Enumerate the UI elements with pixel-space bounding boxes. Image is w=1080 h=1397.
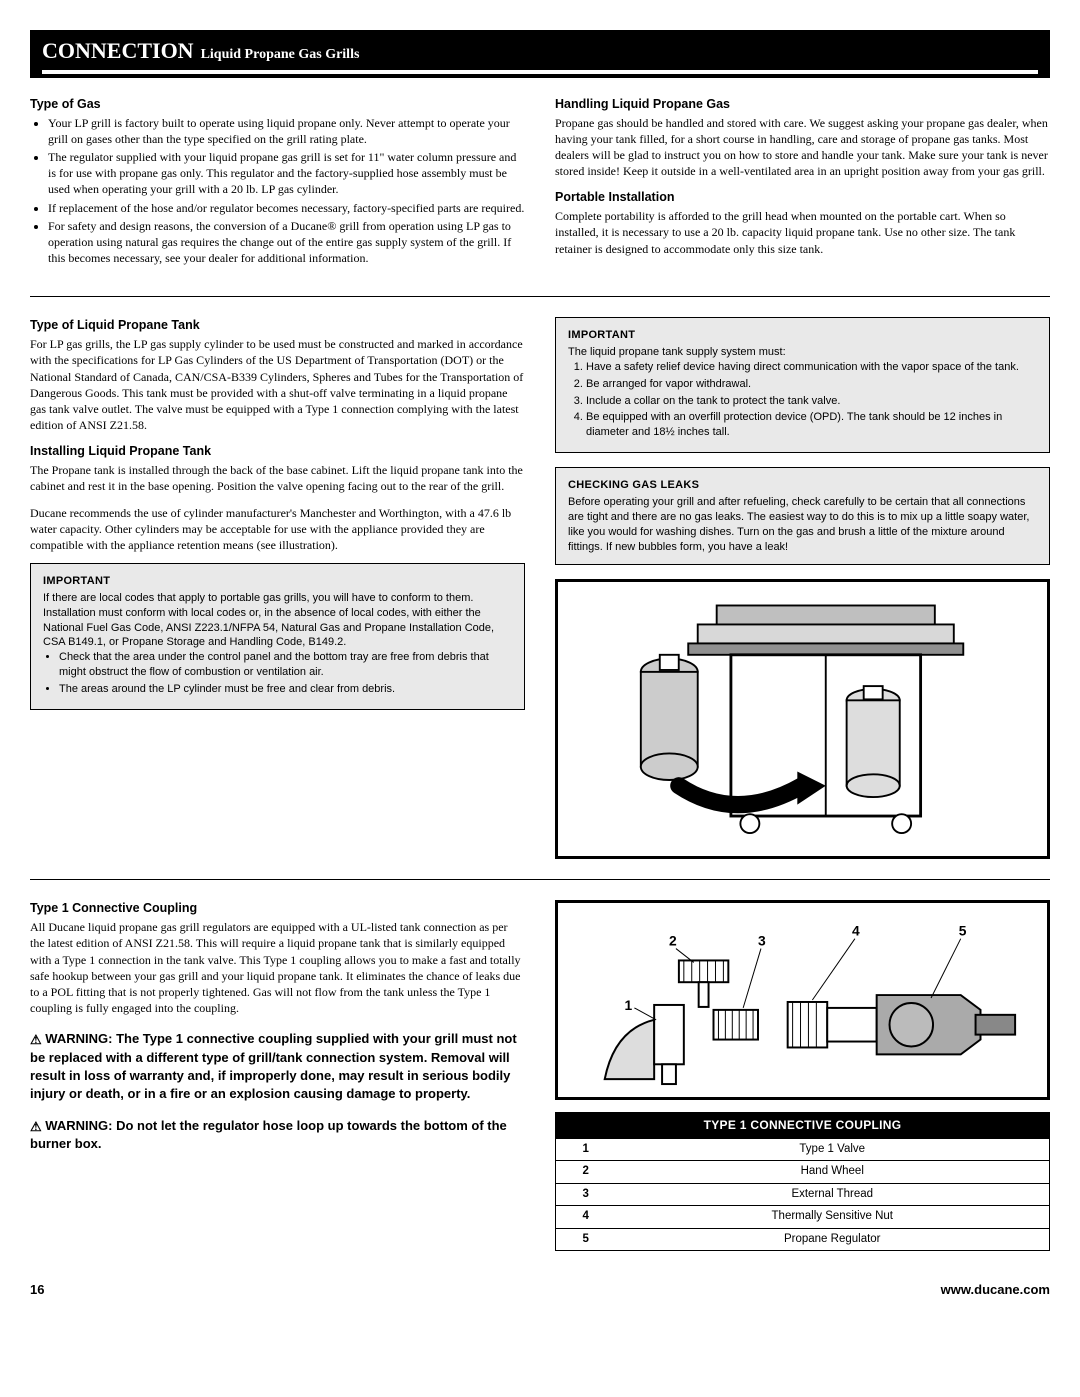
banner-rule (42, 70, 1038, 74)
row-num: 5 (556, 1228, 616, 1251)
portable-install-heading: Portable Installation (555, 189, 1050, 206)
warning-lead: WARNING: (45, 1118, 116, 1133)
install-tank-heading: Installing Liquid Propane Tank (30, 443, 525, 460)
row-label: Propane Regulator (616, 1228, 1050, 1251)
lower-right: 1 2 3 4 5 TYPE 1 CONNECTIVE COUPLING 1Ty… (555, 900, 1050, 1251)
box-title: IMPORTANT (43, 574, 512, 589)
row-num: 2 (556, 1161, 616, 1184)
important-box-right: IMPORTANT The liquid propane tank supply… (555, 317, 1050, 453)
row-label: Type 1 Valve (616, 1138, 1050, 1161)
table-title: TYPE 1 CONNECTIVE COUPLING (556, 1113, 1050, 1138)
warning-lead: WARNING: (45, 1031, 116, 1046)
install-tank-text-2: Ducane recommends the use of cylinder ma… (30, 505, 525, 554)
table-row: 5Propane Regulator (556, 1228, 1050, 1251)
box-bullets: Check that the area under the control pa… (43, 650, 512, 697)
table-row: 1Type 1 Valve (556, 1138, 1050, 1161)
banner-title: CONNECTION (42, 38, 194, 63)
upper-columns: Type of Gas Your LP grill is factory bui… (30, 96, 1050, 277)
list-item: If replacement of the hose and/or regula… (48, 200, 525, 216)
gas-leaks-box: CHECKING GAS LEAKS Before operating your… (555, 467, 1050, 565)
fig-label-1: 1 (625, 997, 633, 1013)
table-row: 4Thermally Sensitive Nut (556, 1206, 1050, 1229)
middle-right: IMPORTANT The liquid propane tank supply… (555, 317, 1050, 859)
section-separator (30, 296, 1050, 297)
portable-install-text: Complete portability is afforded to the … (555, 208, 1050, 257)
middle-left: Type of Liquid Propane Tank For LP gas g… (30, 317, 525, 859)
lower-left: Type 1 Connective Coupling All Ducane li… (30, 900, 525, 1251)
tank-type-text: For LP gas grills, the LP gas supply cyl… (30, 336, 525, 433)
fig-label-4: 4 (852, 923, 860, 939)
list-item: Be arranged for vapor withdrawal. (586, 377, 1037, 392)
fig-label-3: 3 (758, 933, 766, 949)
footer-site: www.ducane.com (941, 1281, 1050, 1299)
warning-1: ⚠ WARNING: The Type 1 connective couplin… (30, 1030, 525, 1103)
row-label: Hand Wheel (616, 1161, 1050, 1184)
list-item: Check that the area under the control pa… (59, 650, 512, 680)
tank-type-heading: Type of Liquid Propane Tank (30, 317, 525, 334)
coupling-text: All Ducane liquid propane gas grill regu… (30, 919, 525, 1016)
coupling-svg: 1 2 3 4 5 (566, 911, 1039, 1089)
warning-icon: ⚠ (30, 1031, 42, 1049)
important-box-left: IMPORTANT If there are local codes that … (30, 563, 525, 710)
row-label: External Thread (616, 1183, 1050, 1206)
list-item: The areas around the LP cylinder must be… (59, 682, 512, 697)
box-lead: If there are local codes that apply to p… (43, 591, 512, 650)
section-separator (30, 879, 1050, 880)
upper-right: Handling Liquid Propane Gas Propane gas … (555, 96, 1050, 277)
type-of-gas-list: Your LP grill is factory built to operat… (30, 115, 525, 267)
list-item: Be equipped with an overfill protection … (586, 410, 1037, 440)
box-title: IMPORTANT (568, 328, 1037, 343)
row-label: Thermally Sensitive Nut (616, 1206, 1050, 1229)
list-item: Include a collar on the tank to protect … (586, 394, 1037, 409)
box-ordered-list: Have a safety relief device having direc… (568, 360, 1037, 440)
warning-icon: ⚠ (30, 1118, 42, 1136)
grill-svg (582, 596, 1022, 843)
grill-illustration (555, 579, 1050, 859)
box-title: CHECKING GAS LEAKS (568, 478, 1037, 493)
row-num: 3 (556, 1183, 616, 1206)
list-item: The regulator supplied with your liquid … (48, 149, 525, 198)
handling-gas-text: Propane gas should be handled and stored… (555, 115, 1050, 180)
type-of-gas-heading: Type of Gas (30, 96, 525, 113)
box-text: Before operating your grill and after re… (568, 495, 1037, 554)
upper-left: Type of Gas Your LP grill is factory bui… (30, 96, 525, 277)
warning-2: ⚠ WARNING: Do not let the regulator hose… (30, 1117, 525, 1153)
page-number: 16 (30, 1281, 44, 1299)
row-num: 4 (556, 1206, 616, 1229)
handling-gas-heading: Handling Liquid Propane Gas (555, 96, 1050, 113)
row-num: 1 (556, 1138, 616, 1161)
install-tank-text-1: The Propane tank is installed through th… (30, 462, 525, 494)
list-item: Have a safety relief device having direc… (586, 360, 1037, 375)
list-item: Your LP grill is factory built to operat… (48, 115, 525, 147)
coupling-table: TYPE 1 CONNECTIVE COUPLING 1Type 1 Valve… (555, 1112, 1050, 1251)
table-row: 3External Thread (556, 1183, 1050, 1206)
coupling-heading: Type 1 Connective Coupling (30, 900, 525, 917)
box-lead: The liquid propane tank supply system mu… (568, 345, 1037, 360)
section-banner: CONNECTION Liquid Propane Gas Grills (30, 30, 1050, 78)
fig-label-5: 5 (959, 923, 967, 939)
lower-columns: Type 1 Connective Coupling All Ducane li… (30, 900, 1050, 1251)
banner-subtitle: Liquid Propane Gas Grills (201, 47, 360, 62)
table-row: 2Hand Wheel (556, 1161, 1050, 1184)
page-footer: 16 www.ducane.com (30, 1281, 1050, 1299)
list-item: For safety and design reasons, the conve… (48, 218, 525, 267)
fig-label-2: 2 (669, 933, 677, 949)
middle-columns: Type of Liquid Propane Tank For LP gas g… (30, 317, 1050, 859)
coupling-figure: 1 2 3 4 5 (555, 900, 1050, 1100)
